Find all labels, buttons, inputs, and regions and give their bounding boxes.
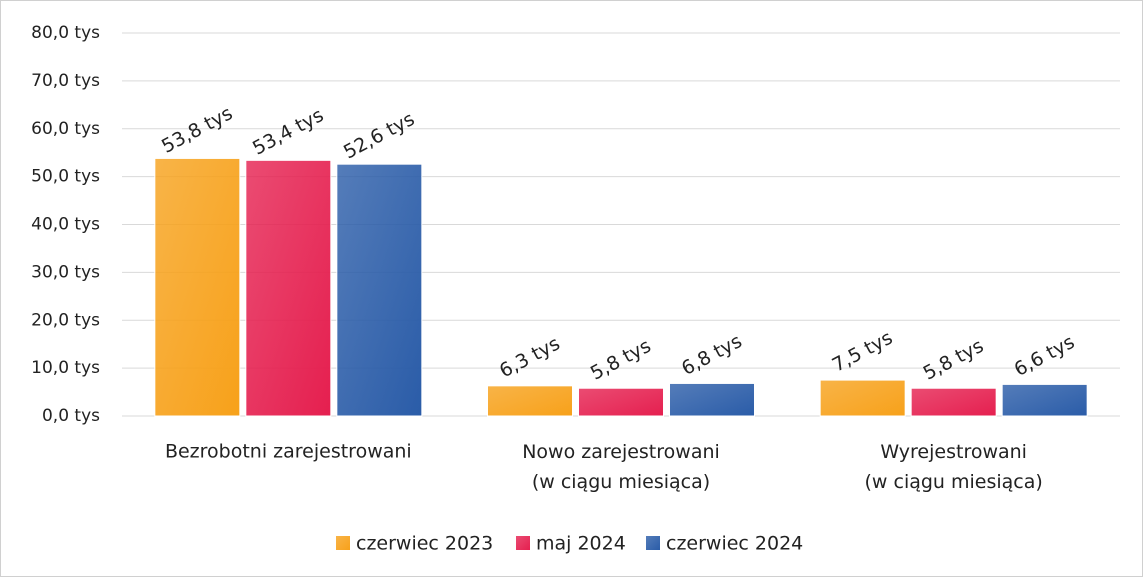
legend-label: czerwiec 2024 [666,533,803,555]
bar [154,157,241,417]
bar [578,387,664,417]
bar [336,163,423,417]
bar [487,385,573,417]
y-tick-label: 50,0 tys [31,167,100,187]
legend-label: czerwiec 2023 [356,533,493,555]
x-tick-label: Wyrejestrowani (w ciągu miesiąca) [865,441,1043,493]
y-tick-label: 0,0 tys [42,406,100,426]
bar [910,387,997,417]
bar [1001,383,1088,417]
x-tick-label: Nowo zarejestrowani (w ciągu miesiąca) [522,441,720,493]
y-tick-label: 40,0 tys [31,215,100,235]
bar [245,159,332,417]
legend-swatch [516,536,530,550]
y-tick-label: 80,0 tys [31,23,100,43]
y-tick-label: 30,0 tys [31,262,100,282]
y-tick-label: 70,0 tys [31,71,100,91]
legend-swatch [336,536,350,550]
y-tick-label: 60,0 tys [31,119,100,139]
bar [819,379,906,417]
bar [669,382,755,417]
legend-label: maj 2024 [536,533,626,555]
y-tick-label: 10,0 tys [31,358,100,378]
y-tick-label: 20,0 tys [31,310,100,330]
legend-swatch [646,536,660,550]
x-tick-label: Bezrobotni zarejestrowani [165,441,412,463]
